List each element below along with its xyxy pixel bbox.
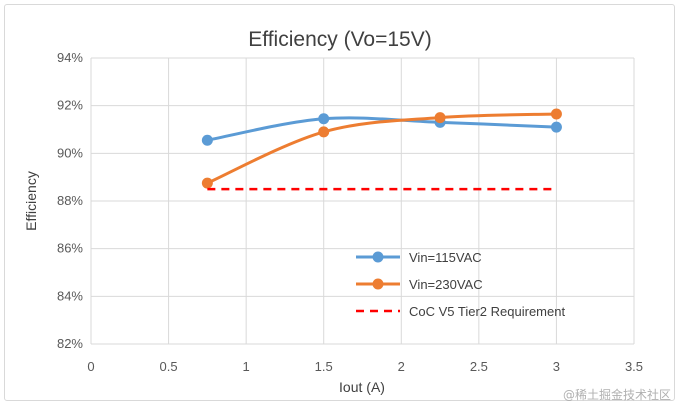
y-tick-label: 84%	[57, 288, 83, 303]
legend-label: Vin=230VAC	[409, 277, 483, 292]
chart-frame	[4, 4, 675, 401]
x-tick-label: 3	[553, 359, 560, 374]
gridlines	[90, 57, 635, 345]
series-line	[206, 112, 557, 185]
legend-label: CoC V5 Tier2 Requirement	[409, 304, 565, 319]
x-tick-label: 0	[87, 359, 94, 374]
y-tick-label: 90%	[57, 145, 83, 160]
series-vin-115vac	[201, 113, 562, 146]
x-tick-label: 1	[243, 359, 250, 374]
y-tick-label: 82%	[57, 336, 83, 351]
legend-label: Vin=115VAC	[409, 250, 482, 265]
data-point	[201, 134, 213, 146]
data-point	[550, 121, 562, 133]
x-axis-label: Iout (A)	[339, 379, 385, 395]
series-layer	[201, 108, 562, 191]
x-tick-label: 1.5	[315, 359, 333, 374]
chart-title: Efficiency (Vo=15V)	[248, 28, 431, 51]
data-point	[434, 112, 446, 124]
y-tick-label: 86%	[57, 241, 83, 256]
axes: 82% 84% 86% 88% 90% 92% 94% 0 0.5 1 1.5 2 2.5 3 3.5	[57, 50, 643, 374]
legend: Vin=115VAC Vin=230VAC CoC V5 Tier2 Require…	[356, 250, 565, 319]
y-tick-label: 92%	[57, 98, 83, 113]
data-point	[318, 126, 330, 138]
watermark: @稀土掘金技术社区	[562, 388, 671, 402]
y-tick-label: 94%	[57, 50, 83, 65]
data-point	[201, 177, 213, 189]
x-tick-label: 3.5	[625, 359, 643, 374]
legend-marker	[372, 251, 384, 263]
series-line	[207, 116, 557, 142]
series-vin-230vac	[201, 108, 562, 189]
legend-marker	[372, 278, 384, 290]
x-tick-label: 2	[398, 359, 405, 374]
data-point	[318, 113, 330, 125]
x-tick-label: 2.5	[470, 359, 488, 374]
x-tick-label: 0.5	[160, 359, 178, 374]
y-tick-label: 88%	[57, 193, 83, 208]
y-axis-label: Efficiency	[23, 171, 39, 231]
data-point	[550, 108, 562, 120]
